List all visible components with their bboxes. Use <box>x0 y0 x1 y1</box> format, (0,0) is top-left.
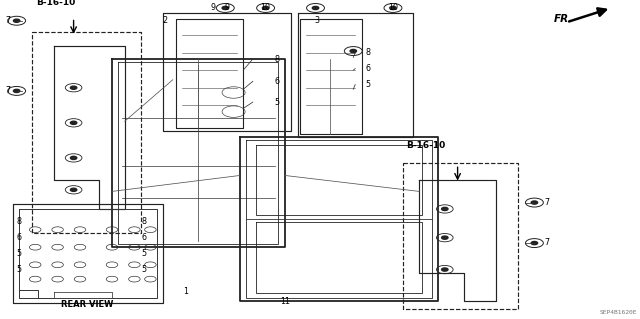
Text: 7: 7 <box>545 238 550 247</box>
Circle shape <box>70 188 77 191</box>
Text: 10: 10 <box>260 4 271 12</box>
Text: 5: 5 <box>141 265 147 274</box>
Text: 7: 7 <box>5 16 10 25</box>
Text: 6: 6 <box>275 77 280 86</box>
Text: 7: 7 <box>545 198 550 207</box>
Text: REAR VIEW: REAR VIEW <box>61 300 114 309</box>
Text: 11: 11 <box>280 297 290 306</box>
Text: 10: 10 <box>388 4 399 12</box>
Circle shape <box>70 86 77 89</box>
Text: 5: 5 <box>141 249 147 258</box>
Text: 1: 1 <box>183 287 188 296</box>
Circle shape <box>70 121 77 124</box>
Text: B-16-10: B-16-10 <box>36 0 75 7</box>
Text: 5: 5 <box>275 98 280 107</box>
Text: 8: 8 <box>17 217 22 226</box>
Circle shape <box>70 156 77 160</box>
Circle shape <box>222 6 228 10</box>
Circle shape <box>13 19 20 22</box>
Circle shape <box>531 201 538 204</box>
Text: 5: 5 <box>17 249 22 258</box>
Text: 7: 7 <box>5 86 10 95</box>
Circle shape <box>312 6 319 10</box>
Text: 9: 9 <box>211 4 216 12</box>
Text: 5: 5 <box>17 265 22 274</box>
Text: 3: 3 <box>314 16 319 25</box>
Text: B-16-10: B-16-10 <box>406 141 445 150</box>
Text: 8: 8 <box>141 217 147 226</box>
Text: 6: 6 <box>141 233 147 242</box>
Text: 5: 5 <box>365 80 371 89</box>
Circle shape <box>531 241 538 245</box>
Text: 8: 8 <box>275 55 280 63</box>
Circle shape <box>350 49 356 53</box>
Text: SEP4B1620E: SEP4B1620E <box>599 310 637 315</box>
Circle shape <box>442 236 448 239</box>
Circle shape <box>390 6 396 10</box>
Text: 6: 6 <box>17 233 22 242</box>
Text: 6: 6 <box>365 64 371 73</box>
Text: 8: 8 <box>365 48 371 57</box>
Text: FR.: FR. <box>554 14 573 24</box>
Text: 2: 2 <box>163 16 168 25</box>
Text: 9: 9 <box>225 4 230 12</box>
Circle shape <box>13 89 20 93</box>
Circle shape <box>442 268 448 271</box>
Circle shape <box>262 6 269 10</box>
Circle shape <box>442 207 448 211</box>
